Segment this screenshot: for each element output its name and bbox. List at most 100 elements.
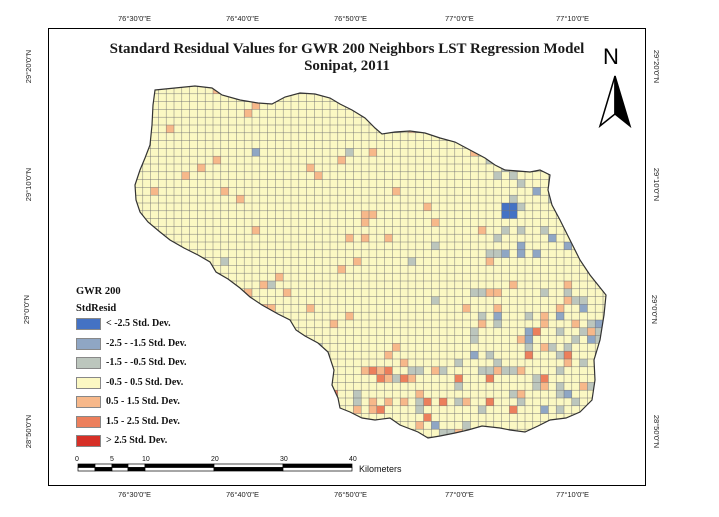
grid-cell (361, 86, 369, 94)
grid-cell (447, 320, 455, 328)
grid-cell (158, 288, 167, 297)
grid-cell (384, 187, 393, 196)
grid-cell (291, 320, 299, 328)
grid-cell (252, 179, 260, 188)
grid-cell (244, 413, 252, 422)
grid-cell (532, 187, 541, 196)
grid-cell (197, 273, 206, 281)
grid-cell (431, 93, 440, 102)
grid-cell (135, 218, 143, 227)
grid-cell (493, 413, 502, 422)
grid-cell (493, 171, 502, 180)
grid-cell (509, 335, 518, 344)
grid-cell (540, 117, 549, 125)
grid-cell (166, 187, 174, 196)
grid-cell (322, 421, 330, 430)
grid-cell (322, 437, 330, 438)
grid-cell (345, 296, 354, 305)
grid-cell (322, 203, 330, 211)
grid-cell (275, 86, 284, 94)
grid-cell (408, 164, 416, 172)
grid-cell (415, 273, 424, 281)
grid-cell (462, 93, 471, 102)
grid-cell (166, 437, 174, 438)
grid-cell (392, 273, 401, 281)
grid-cell (579, 382, 588, 391)
grid-cell (486, 304, 494, 313)
grid-cell (197, 187, 206, 196)
grid-cell (298, 140, 307, 149)
grid-cell (369, 265, 377, 274)
grid-cell (369, 304, 377, 313)
grid-cell (252, 187, 260, 196)
grid-cell (548, 234, 557, 242)
grid-cell (213, 343, 221, 352)
grid-cell (556, 171, 564, 180)
grid-cell (540, 203, 549, 211)
grid-cell (314, 265, 323, 274)
grid-cell (415, 226, 424, 235)
grid-cell (298, 171, 307, 180)
grid-cell (135, 296, 143, 305)
grid-cell (470, 93, 479, 102)
grid-cell (478, 210, 486, 219)
grid-cell (501, 148, 510, 157)
grid-cell (228, 296, 237, 305)
grid-cell (244, 288, 252, 297)
grid-cell (532, 343, 541, 352)
grid-cell (493, 343, 502, 352)
grid-cell (415, 304, 424, 313)
grid-cell (142, 273, 151, 281)
grid-cell (376, 437, 385, 438)
grid-cell (228, 413, 237, 422)
grid-cell (267, 101, 276, 110)
grid-cell (571, 351, 580, 359)
grid-cell (493, 320, 502, 328)
grid-cell (525, 398, 533, 406)
grid-cell (353, 203, 362, 211)
grid-cell (525, 218, 533, 227)
grid-cell (517, 249, 525, 258)
grid-cell (408, 281, 416, 289)
grid-cell (454, 109, 463, 118)
grid-cell (275, 218, 284, 227)
grid-cell (337, 242, 346, 250)
grid-cell (306, 156, 315, 164)
grid-cell (532, 327, 541, 336)
grid-cell (571, 156, 580, 164)
grid-cell (353, 125, 362, 133)
grid-cell (564, 257, 572, 266)
grid-cell (174, 437, 182, 438)
grid-cell (267, 171, 276, 180)
grid-cell (275, 366, 284, 375)
grid-cell (454, 242, 463, 250)
grid-cell (486, 398, 494, 406)
grid-cell (423, 304, 432, 313)
grid-cell (517, 148, 525, 157)
grid-cell (330, 242, 338, 250)
grid-cell (259, 93, 268, 102)
grid-cell (447, 195, 455, 203)
grid-cell (431, 195, 440, 203)
grid-cell (174, 117, 182, 125)
tick-bottom-5: 77°10'0"E (556, 490, 589, 499)
grid-cell (135, 101, 143, 110)
grid-cell (197, 86, 206, 94)
grid-cell (337, 203, 346, 211)
grid-cell (228, 320, 237, 328)
grid-cell (447, 179, 455, 188)
grid-cell (283, 382, 291, 391)
grid-cell (369, 343, 377, 352)
grid-cell (244, 374, 252, 383)
grid-cell (486, 226, 494, 235)
grid-cell (486, 187, 494, 196)
grid-cell (142, 195, 151, 203)
grid-cell (400, 288, 408, 297)
grid-cell (330, 327, 338, 336)
grid-cell (244, 164, 252, 172)
grid-cell (189, 125, 198, 133)
grid-cell (454, 304, 463, 313)
grid-cell (392, 171, 401, 180)
grid-cell (556, 257, 564, 266)
grid-cell (587, 195, 596, 203)
